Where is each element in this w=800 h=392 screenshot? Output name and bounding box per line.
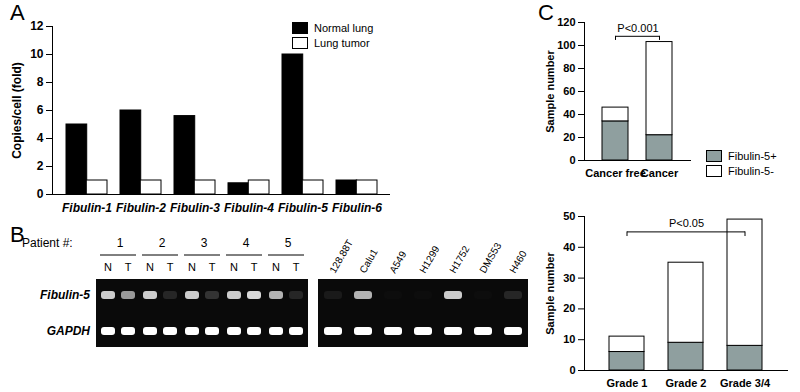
svg-text:Sample number: Sample number: [544, 252, 556, 335]
svg-text:DMS53: DMS53: [477, 240, 503, 275]
html-text:Lung tumor: Lung tumor: [314, 37, 370, 49]
html-text:B: B: [10, 222, 25, 247]
svg-text:20: 20: [563, 302, 575, 314]
svg-text:2: 2: [159, 236, 166, 250]
svg-text:40: 40: [563, 108, 575, 120]
svg-text:Grade 2: Grade 2: [666, 377, 707, 389]
svg-text:60: 60: [563, 85, 575, 97]
svg-text:Patient #:: Patient #:: [22, 236, 73, 250]
svg-text:T: T: [293, 261, 300, 273]
svg-text:10: 10: [30, 47, 44, 61]
svg-text:3: 3: [201, 236, 208, 250]
svg-text:T: T: [125, 261, 132, 273]
svg-text:30: 30: [563, 272, 575, 284]
svg-text:100: 100: [557, 39, 575, 51]
svg-text:6: 6: [37, 103, 44, 117]
svg-text:N: N: [230, 261, 238, 273]
svg-text:Fibulin-3: Fibulin-3: [170, 201, 220, 215]
svg-text:8: 8: [37, 75, 44, 89]
svg-text:120: 120: [557, 16, 575, 28]
svg-text:4: 4: [243, 236, 250, 250]
svg-text:Fibulin-5: Fibulin-5: [278, 201, 328, 215]
svg-text:Copies/cell (fold): Copies/cell (fold): [10, 62, 24, 159]
svg-text:Fibulin-5: Fibulin-5: [40, 288, 90, 302]
svg-text:0: 0: [569, 154, 575, 166]
svg-text:N: N: [146, 261, 154, 273]
svg-text:40: 40: [563, 241, 575, 253]
svg-text:50: 50: [563, 210, 575, 222]
svg-text:Fibulin-6: Fibulin-6: [332, 201, 382, 215]
svg-text:Fibulin-4: Fibulin-4: [224, 201, 274, 215]
svg-text:0: 0: [37, 187, 44, 201]
svg-text:Sample number: Sample number: [544, 50, 556, 133]
svg-text:T: T: [209, 261, 216, 273]
svg-text:5: 5: [285, 236, 292, 250]
svg-text:80: 80: [563, 62, 575, 74]
svg-text:12: 12: [30, 19, 44, 33]
svg-text:A549: A549: [387, 249, 408, 275]
svg-text:Fibulin-2: Fibulin-2: [116, 201, 166, 215]
svg-text:2: 2: [37, 159, 44, 173]
svg-text:Cancer: Cancer: [641, 167, 679, 179]
html-text:A: A: [10, 0, 25, 25]
svg-text:10: 10: [563, 333, 575, 345]
html-text:Normal lung: Normal lung: [314, 22, 374, 34]
svg-text:H1752: H1752: [447, 244, 471, 275]
svg-text:GAPDH: GAPDH: [47, 324, 91, 338]
svg-text:T: T: [251, 261, 258, 273]
svg-text:Calu1: Calu1: [357, 246, 380, 275]
svg-text:1: 1: [117, 236, 124, 250]
svg-text:Grade 3/4: Grade 3/4: [720, 377, 771, 389]
svg-text:Grade 1: Grade 1: [607, 377, 648, 389]
svg-text:0: 0: [569, 364, 575, 376]
svg-text:T: T: [167, 261, 174, 273]
svg-text:128.88T: 128.88T: [327, 238, 355, 275]
svg-text:20: 20: [563, 131, 575, 143]
svg-text:N: N: [272, 261, 280, 273]
svg-text:Cancer free: Cancer free: [585, 167, 646, 179]
html-text:C: C: [538, 0, 554, 25]
svg-text:P<0.001: P<0.001: [617, 22, 658, 34]
svg-text:N: N: [188, 261, 196, 273]
svg-text:4: 4: [37, 131, 44, 145]
html-text:Fibulin-5+: Fibulin-5+: [728, 150, 777, 162]
svg-text:Fibulin-1: Fibulin-1: [62, 201, 112, 215]
svg-text:N: N: [104, 261, 112, 273]
html-text:Fibulin-5-: Fibulin-5-: [728, 165, 774, 177]
svg-text:H1299: H1299: [417, 244, 441, 275]
svg-text:P<0.05: P<0.05: [669, 217, 704, 229]
svg-text:H460: H460: [507, 248, 529, 275]
